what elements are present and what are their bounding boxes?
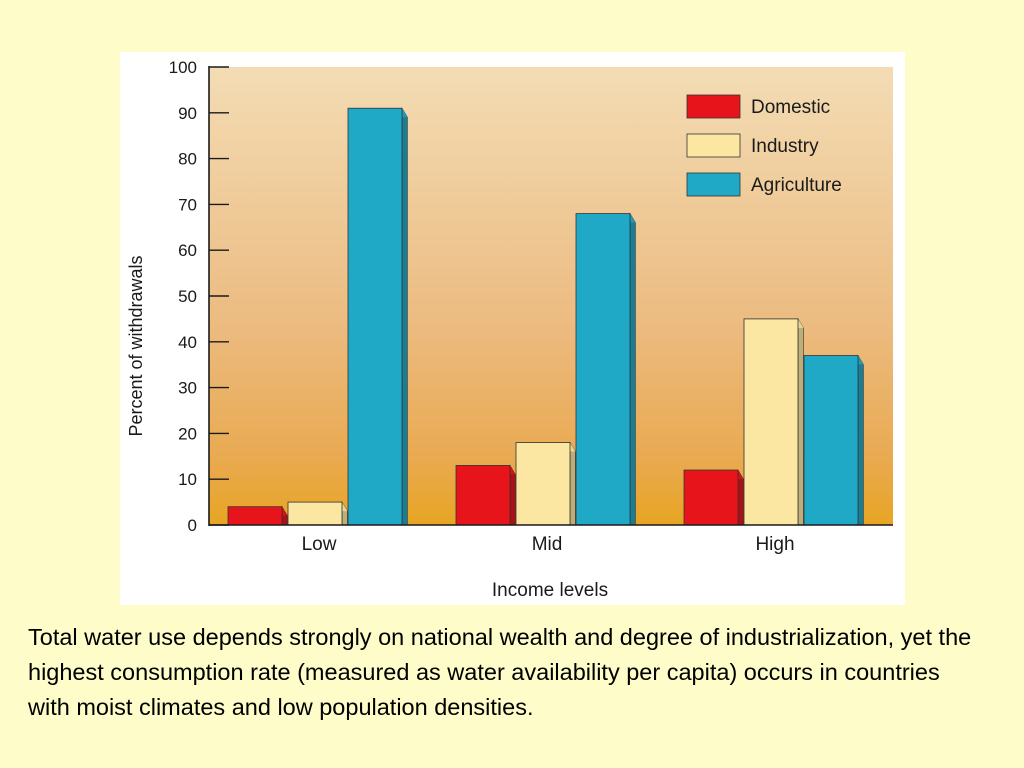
- bar-agriculture-low: [347, 107, 408, 526]
- y-tick-label: 90: [178, 104, 197, 123]
- bar-industry-low: [287, 501, 348, 526]
- y-tick-label: 10: [178, 470, 197, 489]
- y-tick-label: 100: [169, 58, 197, 77]
- y-tick-label: 50: [178, 287, 197, 306]
- bar-domestic-low: [227, 505, 288, 526]
- bar-domestic-high: [683, 468, 744, 526]
- y-tick-label: 70: [178, 195, 197, 214]
- legend-label-domestic: Domestic: [751, 97, 830, 118]
- legend-label-industry: Industry: [751, 136, 819, 157]
- x-tick-label: Low: [302, 534, 337, 555]
- bars-layer: [227, 107, 864, 526]
- bar-chart: 0 10 20 30 40 50 60 70 80 90 100 Low Mid High Percen…: [126, 58, 893, 601]
- y-tick-label: 60: [178, 241, 197, 260]
- x-ticks: Low Mid High: [302, 534, 795, 555]
- chart-panel: 0 10 20 30 40 50 60 70 80 90 100 Low Mid High Percen…: [120, 52, 905, 605]
- caption-text: Total water use depends strongly on nati…: [28, 624, 972, 720]
- x-axis-label: Income levels: [492, 580, 608, 601]
- legend-swatch-domestic: [686, 94, 741, 119]
- bar-industry-high: [743, 317, 804, 526]
- y-ticks: 0 10 20 30 40 50 60 70 80 90 100: [169, 58, 229, 535]
- y-axis-label: Percent of withdrawals: [126, 255, 146, 436]
- legend-label-agriculture: Agriculture: [751, 175, 842, 196]
- legend: Domestic Industry Agriculture: [686, 94, 842, 197]
- y-tick-label: 0: [188, 516, 197, 535]
- bar-agriculture-mid: [575, 212, 636, 526]
- x-tick-label: High: [755, 534, 794, 555]
- bar-domestic-mid: [455, 464, 516, 526]
- legend-swatch-agriculture: [686, 172, 741, 197]
- y-tick-label: 30: [178, 379, 197, 398]
- legend-swatch-industry: [686, 133, 741, 158]
- x-tick-label: Mid: [532, 534, 563, 555]
- bar-agriculture-high: [803, 354, 864, 526]
- bar-industry-mid: [515, 441, 576, 526]
- y-tick-label: 80: [178, 150, 197, 169]
- y-tick-label: 40: [178, 333, 197, 352]
- y-tick-label: 20: [178, 424, 197, 443]
